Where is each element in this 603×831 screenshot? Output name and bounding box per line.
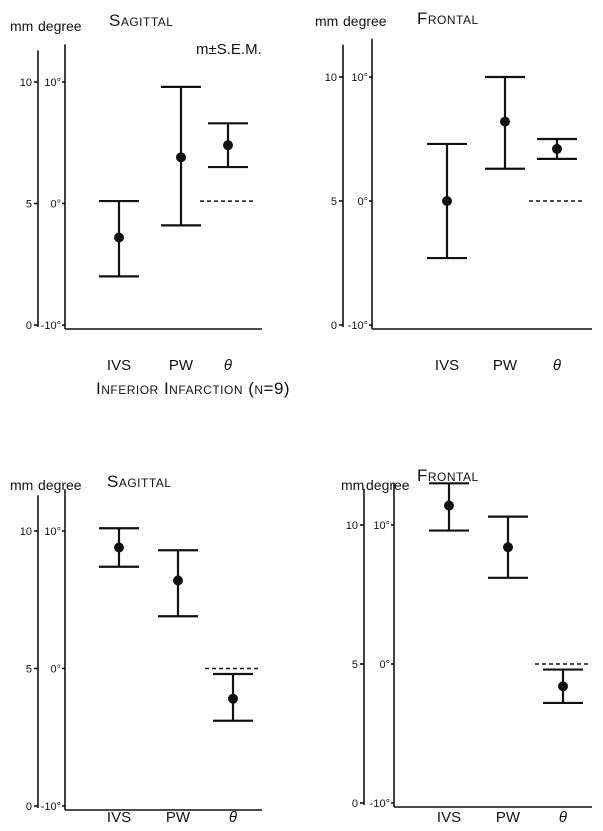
category-label: IVS bbox=[437, 809, 461, 826]
degree-tick-label: -10° bbox=[41, 320, 61, 332]
mm-tick-label: 0 bbox=[26, 801, 32, 813]
degree-tick-label: -10° bbox=[348, 320, 368, 332]
degree-unit-label: degree bbox=[366, 477, 410, 493]
mm-tick-label: 10 bbox=[20, 526, 32, 538]
mm-tick-label: 5 bbox=[331, 196, 337, 208]
degree-tick-label: 10° bbox=[351, 72, 368, 84]
panel-title: Frontal bbox=[417, 466, 479, 485]
degree-unit-label: degree bbox=[343, 13, 387, 29]
mm-unit-label: mm bbox=[341, 477, 364, 493]
mm-unit-label: mm bbox=[315, 13, 338, 29]
mean-point bbox=[114, 542, 124, 553]
category-label: IVS bbox=[107, 809, 131, 826]
degree-tick-label: 10° bbox=[44, 526, 61, 538]
mm-tick-label: 0 bbox=[331, 320, 337, 332]
mean-point bbox=[442, 196, 452, 206]
sem-annotation: m±S.E.M. bbox=[196, 41, 262, 58]
category-label: IVS bbox=[107, 357, 131, 374]
mean-point bbox=[552, 143, 562, 154]
category-label: θ bbox=[559, 809, 567, 826]
degree-tick-label: -10° bbox=[370, 798, 390, 810]
category-label: θ bbox=[224, 357, 232, 374]
degree-tick-label: 0° bbox=[50, 664, 61, 676]
mean-point bbox=[114, 232, 124, 243]
chart-panel: Frontal mm degree 10 10° 5 0° 0 -10° IVS PW θ bbox=[341, 466, 592, 826]
mean-point bbox=[558, 681, 568, 692]
degree-unit-label: degree bbox=[38, 18, 82, 34]
mm-tick-label: 10 bbox=[20, 77, 32, 89]
chart-panel: Sagittal mm degree 10 10° 5 0° 0 -10° IVS PW θ bbox=[10, 472, 262, 826]
mm-tick-label: 5 bbox=[352, 659, 358, 671]
degree-tick-label: 0° bbox=[379, 659, 390, 671]
degree-tick-label: 10° bbox=[373, 520, 390, 532]
category-label: θ bbox=[229, 809, 237, 826]
degree-tick-label: -10° bbox=[41, 801, 61, 813]
panel-title: Sagittal bbox=[109, 11, 173, 30]
mm-tick-label: 0 bbox=[352, 798, 358, 810]
chart-panel: Frontal mm degree 10 10° 5 0° 0 -10° IVS PW θ bbox=[315, 9, 592, 374]
category-label: PW bbox=[169, 357, 194, 374]
degree-unit-label: degree bbox=[38, 477, 82, 493]
degree-tick-label: 0° bbox=[357, 196, 368, 208]
degree-tick-label: 10° bbox=[44, 77, 61, 89]
category-label: IVS bbox=[435, 357, 459, 374]
category-label: PW bbox=[496, 809, 521, 826]
section-heading: Inferior Infarction (n=9) bbox=[96, 379, 290, 398]
panel-title: Frontal bbox=[417, 9, 479, 28]
mean-point bbox=[173, 575, 183, 586]
panel-title: Sagittal bbox=[107, 472, 171, 491]
degree-tick-label: 0° bbox=[50, 199, 61, 211]
mm-tick-label: 10 bbox=[346, 520, 358, 532]
mean-point bbox=[223, 140, 233, 151]
category-label: PW bbox=[166, 809, 191, 826]
mean-point bbox=[176, 152, 186, 163]
chart-panel: Sagittal mm degree 10 10° 5 0° 0 -10° IVS PW θ bbox=[10, 11, 262, 374]
mm-tick-label: 10 bbox=[325, 72, 337, 84]
mm-tick-label: 5 bbox=[26, 664, 32, 676]
mean-point bbox=[444, 500, 454, 511]
category-label: PW bbox=[493, 357, 518, 374]
mean-point bbox=[503, 542, 513, 553]
mean-point bbox=[228, 693, 238, 704]
mm-unit-label: mm bbox=[10, 18, 33, 34]
mm-unit-label: mm bbox=[10, 477, 33, 493]
category-label: θ bbox=[553, 357, 561, 374]
mm-tick-label: 5 bbox=[26, 199, 32, 211]
mm-tick-label: 0 bbox=[26, 320, 32, 332]
mean-point bbox=[500, 116, 510, 127]
